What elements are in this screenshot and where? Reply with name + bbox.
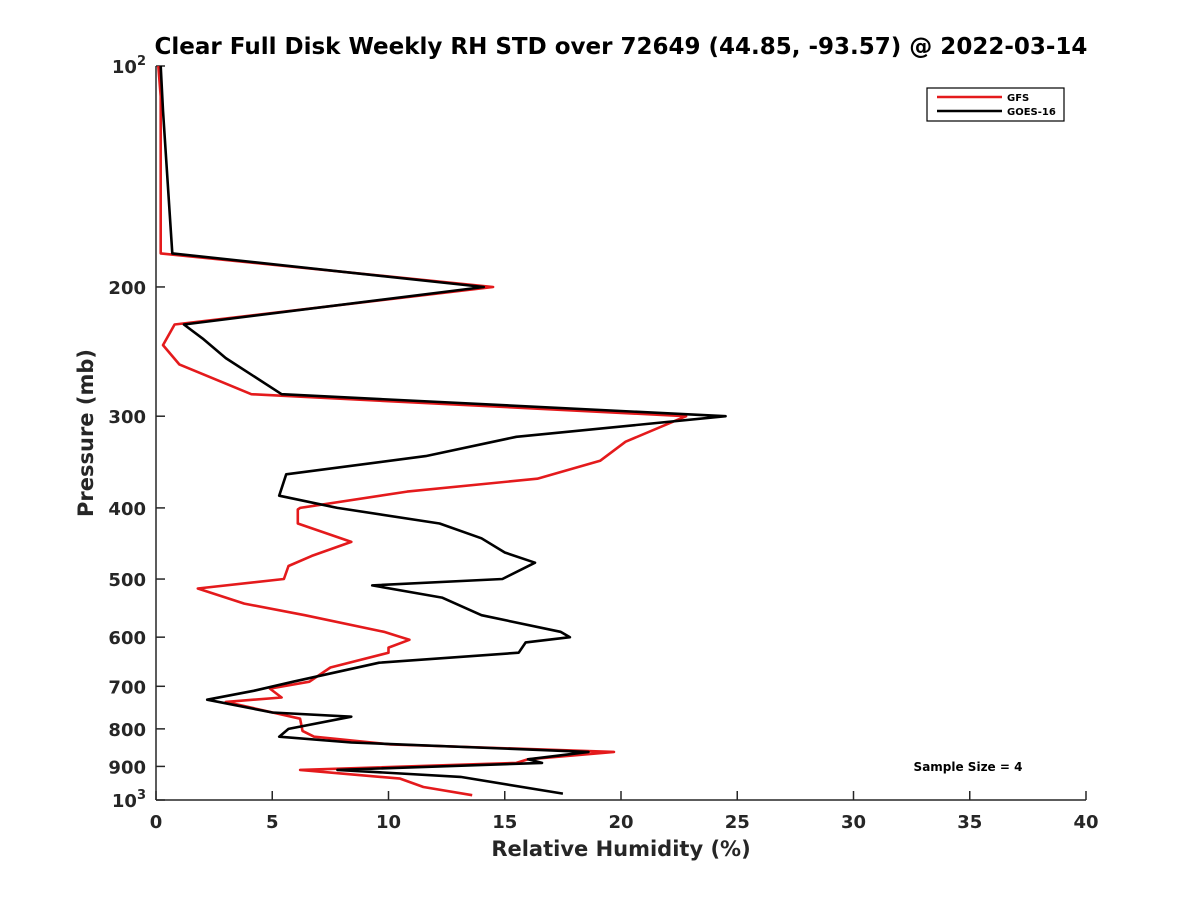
x-tick-label: 20: [608, 812, 633, 833]
x-tick-label: 15: [492, 812, 517, 833]
x-tick-label: 25: [725, 812, 750, 833]
y-tick-label: 500: [108, 570, 146, 591]
y-tick-label: 200: [108, 278, 146, 299]
legend-label-goes16: GOES-16: [1007, 107, 1056, 118]
y-tick-label: 700: [108, 677, 146, 698]
legend-box: [926, 87, 1065, 122]
legend-label-gfs: GFS: [1007, 93, 1029, 104]
y-axis-label: Pressure (mb): [74, 349, 98, 517]
y-tick-label: 400: [108, 499, 146, 520]
chart-title: Clear Full Disk Weekly RH STD over 72649…: [155, 34, 1088, 60]
x-tick-label: 30: [841, 812, 866, 833]
y-axis-ticks: 102 200 300 400 500 600 700 800 900 103: [108, 54, 165, 812]
x-tick-label: 35: [957, 812, 982, 833]
series-line-goes-16: [159, 65, 727, 795]
y-tick-label: 103: [112, 788, 146, 812]
x-tick-label: 40: [1073, 812, 1098, 833]
sample-size-annotation: Sample Size = 4: [914, 760, 1023, 774]
x-tick-label: 0: [150, 812, 163, 833]
y-tick-label: 900: [108, 757, 146, 778]
y-tick-label: 800: [108, 720, 146, 741]
x-axis-label: Relative Humidity (%): [491, 837, 750, 861]
y-tick-label: 300: [108, 407, 146, 428]
x-axis-ticks: 0 5 10 15 20 25 30 35 40: [150, 791, 1099, 833]
x-tick-label: 10: [376, 812, 401, 833]
legend: GFS GOES-16: [926, 87, 1065, 122]
y-tick-label: 102: [112, 54, 146, 78]
y-tick-label: 600: [108, 628, 146, 649]
x-tick-label: 5: [266, 812, 279, 833]
series-layer: [157, 65, 727, 797]
